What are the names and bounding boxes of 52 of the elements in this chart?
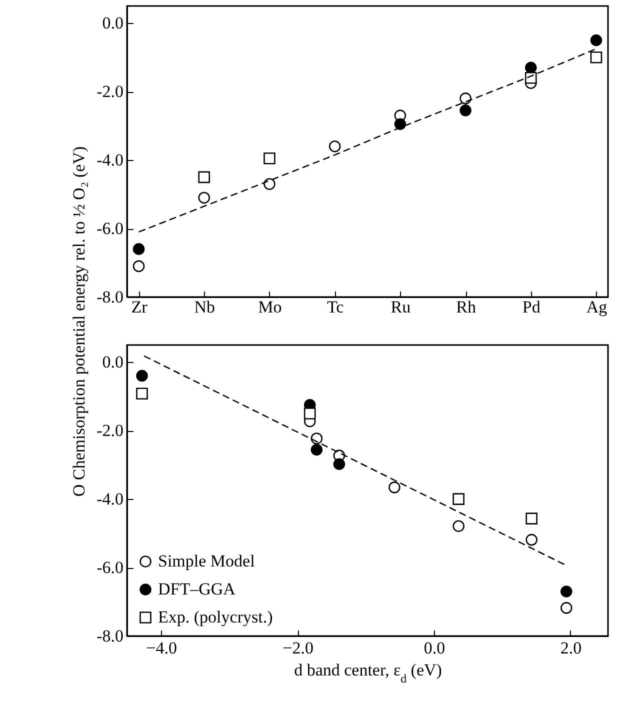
y-tick-label: -8.0: [96, 288, 124, 306]
y-tick-label: -4.0: [96, 490, 124, 509]
y-tick-label: -6.0: [96, 558, 124, 578]
point: [136, 370, 148, 382]
x-tick-label: Mo: [258, 298, 282, 316]
legend-label: Exp. (polycryst.): [158, 608, 273, 626]
point: [198, 192, 210, 204]
y-tick-label: -6.0: [96, 219, 124, 238]
point: [333, 458, 346, 470]
point: [304, 408, 316, 420]
legend-label: Simple Model: [158, 552, 256, 570]
y-tick-label: 0.0: [102, 14, 124, 33]
x-tick-label: 0.0: [424, 638, 446, 658]
x-tick-label: Zr: [131, 298, 148, 316]
x-tick-label: Tc: [326, 298, 344, 316]
y-tick-label: -2.0: [96, 421, 124, 440]
point: [560, 586, 572, 598]
x-tick-label: −2.0: [282, 638, 314, 658]
x-tick-label: Ru: [390, 298, 412, 316]
point: [452, 493, 464, 505]
point: [328, 140, 341, 152]
point: [264, 152, 276, 164]
point: [524, 72, 537, 84]
x-tick-label: Pd: [522, 298, 541, 316]
point: [590, 34, 602, 46]
y-tick-label: -8.0: [96, 626, 124, 646]
x-tick-label: Ag: [586, 298, 608, 316]
y-axis-title: O Chemisorption potential energy rel. to ½ O₂ (eV): [70, 146, 89, 497]
x-axis-title: d band center, ε$_{d}$ (eV): [294, 660, 442, 686]
point: [590, 51, 602, 64]
legend-label: DFT–GGA: [158, 580, 236, 598]
x-tick-label: 2.0: [560, 638, 582, 658]
point: [310, 444, 323, 456]
point: [264, 178, 276, 190]
point: [452, 520, 464, 532]
point: [526, 534, 538, 546]
point: [198, 171, 210, 184]
point: [560, 602, 572, 614]
x-tick-label: Rh: [456, 298, 476, 316]
y-tick-label: 0.0: [102, 352, 124, 372]
point: [460, 104, 472, 116]
point: [132, 260, 145, 272]
point: [136, 388, 148, 400]
point: [460, 92, 472, 104]
x-tick-label: Nb: [194, 298, 216, 316]
point: [132, 243, 145, 255]
point: [526, 512, 538, 524]
x-tick-label: −4.0: [146, 638, 178, 658]
y-tick-label: -2.0: [96, 82, 124, 102]
point: [388, 482, 400, 494]
y-tick-label: -4.0: [96, 150, 124, 170]
point: [394, 118, 406, 130]
